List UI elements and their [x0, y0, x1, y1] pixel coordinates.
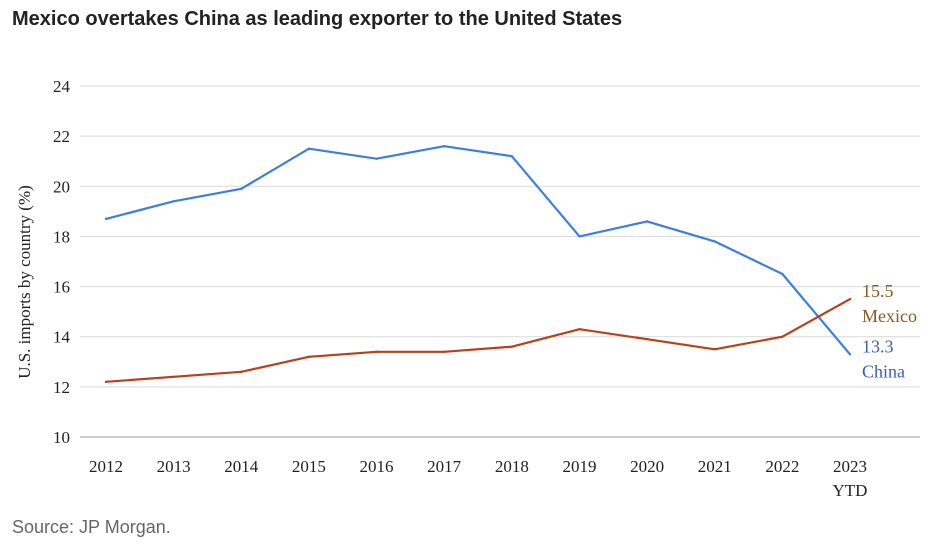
x-tick-label: 2022	[765, 457, 799, 476]
x-tick-label: 2017	[427, 457, 462, 476]
data-point-mexico	[172, 375, 175, 379]
chart-title: Mexico overtakes China as leading export…	[12, 8, 623, 30]
data-point-china	[848, 353, 852, 356]
x-tick-label: 2021	[698, 457, 732, 476]
x-tick-label: 2016	[360, 457, 394, 476]
y-tick-label: 18	[53, 227, 70, 246]
data-point-china	[104, 217, 108, 221]
source-note: Source: JP Morgan.	[12, 517, 171, 537]
data-point-mexico	[442, 350, 446, 353]
y-tick-labels: 10 12 14 16 18 20 22 24	[53, 77, 71, 447]
y-tick-label: 22	[53, 127, 70, 146]
y-tick-label: 14	[53, 328, 71, 347]
series-line-china	[105, 145, 851, 356]
x-tick-label: 2018	[495, 457, 529, 476]
y-tick-label: 10	[53, 428, 70, 447]
data-point-china	[172, 200, 175, 203]
data-point-mexico	[104, 380, 108, 384]
y-tick-label: 24	[53, 77, 71, 96]
y-tick-label: 16	[53, 278, 70, 297]
y-tick-label: 12	[53, 378, 70, 397]
series-lines	[104, 144, 852, 384]
x-tick-label: 2020	[630, 457, 664, 476]
x-tick-sublabel: YTD	[833, 481, 868, 500]
x-tick-label: 2023	[833, 457, 867, 476]
data-point-china	[375, 157, 378, 160]
data-point-china	[307, 147, 311, 150]
y-tick-label: 20	[53, 177, 70, 196]
end-name-label-china: China	[862, 361, 905, 381]
data-point-mexico	[645, 338, 649, 341]
data-point-china	[781, 272, 784, 276]
data-point-china	[645, 220, 649, 223]
data-point-china	[578, 235, 581, 238]
data-point-mexico	[848, 297, 852, 301]
data-point-mexico	[240, 370, 243, 374]
x-tick-label: 2013	[157, 457, 191, 476]
data-point-mexico	[578, 327, 581, 331]
x-tick-labels: 2012 2013 2014 2015 2016 2017 2018 2019 2020 2021…	[89, 457, 867, 500]
grid-lines	[80, 85, 920, 438]
data-point-china	[442, 144, 446, 148]
x-tick-label: 2014	[224, 457, 259, 476]
series-end-labels: 13.3 China 15.5 Mexico	[862, 281, 917, 381]
x-tick-label: 2015	[292, 457, 326, 476]
end-value-label-china: 13.3	[862, 336, 894, 356]
x-tick-label: 2019	[562, 457, 596, 476]
data-point-china	[713, 240, 716, 243]
data-point-mexico	[713, 348, 716, 351]
data-point-mexico	[510, 345, 514, 348]
x-tick-label: 2012	[89, 457, 123, 476]
data-point-mexico	[781, 335, 784, 338]
data-point-china	[240, 187, 243, 190]
y-axis-label: U.S. imports by country (%)	[15, 185, 34, 379]
data-point-mexico	[375, 350, 378, 353]
end-name-label-mexico: Mexico	[862, 306, 917, 326]
end-value-label-mexico: 15.5	[862, 281, 894, 301]
series-line-mexico	[105, 298, 851, 383]
data-point-china	[510, 155, 514, 158]
data-point-mexico	[307, 355, 311, 358]
